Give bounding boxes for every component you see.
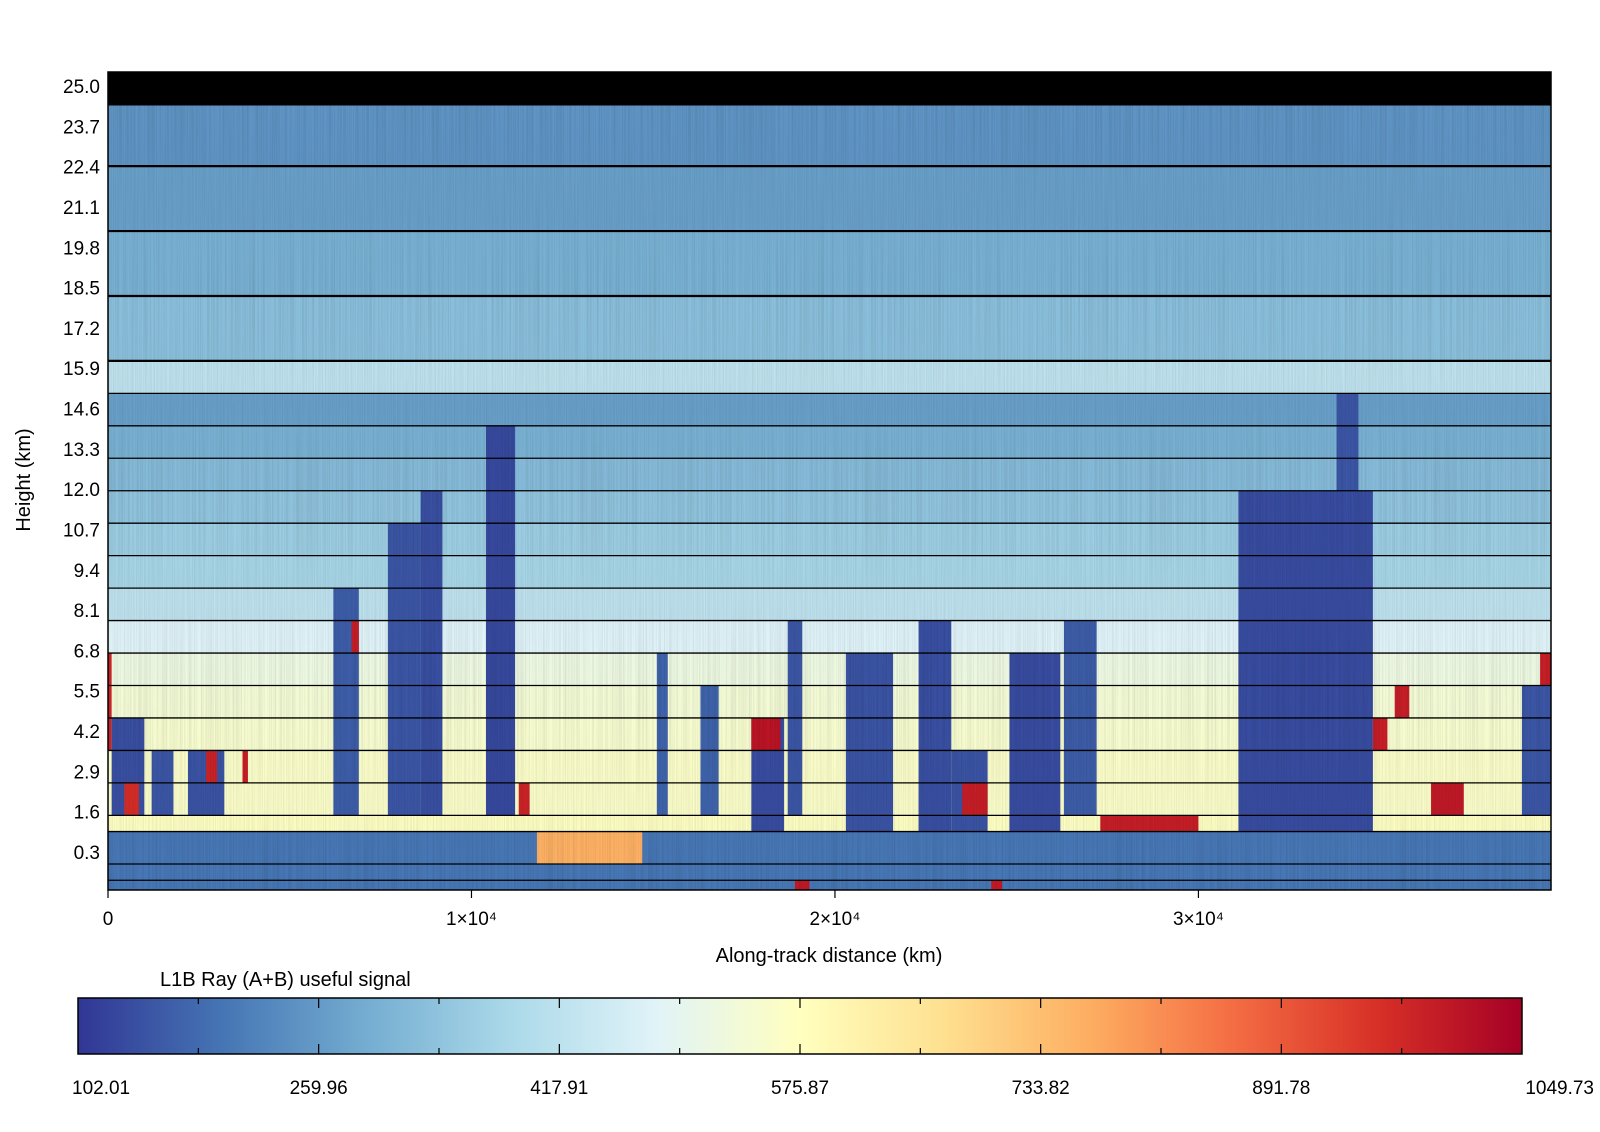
y-tick-label: 2.9 (74, 762, 100, 783)
x-axis-label: Along-track distance (km) (716, 945, 943, 967)
no-data-bin (108, 72, 1551, 105)
y-tick-label: 17.2 (63, 319, 100, 340)
y-tick-label: 15.9 (63, 359, 100, 380)
colorbar-tick-label: 1049.73 (1525, 1078, 1594, 1099)
y-tick-label: 23.7 (63, 117, 100, 138)
y-tick-label: 21.1 (63, 198, 100, 219)
colorbar-title: L1B Ray (A+B) useful signal (160, 969, 411, 991)
plot-frame (107, 71, 1552, 891)
colorbar-ticks: 102.01 259.96 417.91 575.87 733.82 891.78 1049… (72, 998, 1594, 1099)
x-tick-label: 3×10⁴ (1173, 909, 1224, 930)
y-tick-label: 18.5 (63, 279, 100, 300)
y-tick-label: 22.4 (63, 158, 100, 179)
y-tick-label: 13.3 (63, 440, 100, 461)
x-tick-label: 1×10⁴ (446, 909, 497, 930)
y-tick-label: 25.0 (63, 77, 100, 98)
x-axis: 0 1×10⁴ 2×10⁴ 3×10⁴ (103, 890, 1224, 930)
y-tick-label: 19.8 (63, 238, 100, 259)
y-axis: 25.0 23.7 22.4 21.1 19.8 18.5 17.2 15.9 14.6 13.3… (63, 77, 100, 864)
y-tick-label: 6.8 (74, 641, 100, 662)
colorbar-tick-label: 733.82 (1012, 1078, 1070, 1099)
y-tick-label: 12.0 (63, 480, 100, 501)
y-tick-label: 10.7 (63, 520, 100, 541)
colorbar-tick-label: 575.87 (771, 1078, 829, 1099)
range-bin-boundaries (108, 103, 1551, 881)
y-tick-label: 5.5 (74, 682, 100, 703)
y-tick-label: 9.4 (74, 561, 101, 582)
colorbar-tick-label: 102.01 (72, 1078, 130, 1099)
y-tick-label: 4.2 (74, 722, 100, 743)
y-tick-label: 0.3 (74, 843, 100, 864)
x-tick-label: 2×10⁴ (809, 909, 860, 930)
colorbar-tick-label: 891.78 (1252, 1078, 1310, 1099)
heatmap-texture (108, 104, 1551, 890)
x-tick-label: 0 (103, 909, 114, 930)
colorbar-tick-label: 417.91 (530, 1078, 588, 1099)
y-tick-label: 1.6 (74, 803, 100, 824)
y-tick-label: 8.1 (74, 601, 100, 622)
colorbar-tick-label: 259.96 (290, 1078, 348, 1099)
y-tick-label: 14.6 (63, 400, 100, 421)
y-axis-label: Height (km) (13, 428, 35, 531)
